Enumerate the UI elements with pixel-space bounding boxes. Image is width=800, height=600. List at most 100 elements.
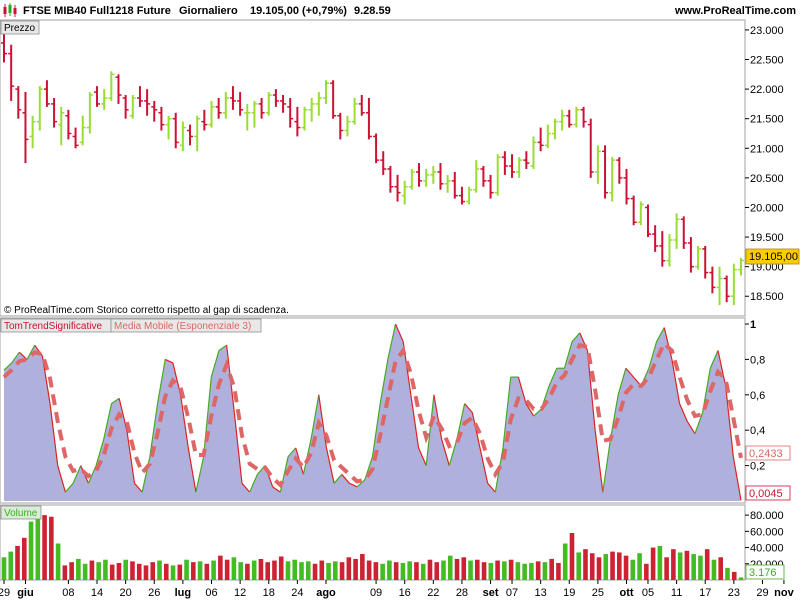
volume-bar (150, 562, 156, 580)
volume-bar (204, 563, 210, 580)
price-bar (122, 95, 129, 119)
price-bar (544, 124, 551, 149)
indicator-moving-average (2, 340, 743, 489)
indicator-segment (679, 403, 688, 422)
volume-bar (319, 560, 325, 580)
price-bars (1, 32, 744, 306)
price-bar (244, 103, 251, 131)
price-axis-label: 20.500 (750, 173, 784, 185)
volume-bar (8, 551, 14, 580)
price-bar (51, 97, 58, 128)
price-bar (702, 245, 709, 279)
price-panel[interactable] (0, 19, 746, 317)
indicator-segment (164, 358, 174, 364)
volume-bar (96, 562, 101, 580)
price-bar (43, 80, 50, 107)
indicator-segment (617, 368, 627, 395)
date-axis-label: lug (175, 587, 192, 599)
volume-bar (177, 564, 183, 580)
price-bar (551, 118, 558, 140)
last-ma-value: 0,2433 (749, 448, 783, 460)
volume-bar (89, 560, 95, 580)
price-bar (1, 32, 7, 63)
date-axis-label: 22 (427, 587, 439, 599)
volume-bar (197, 561, 203, 580)
price-bar (537, 127, 544, 152)
price-bar (387, 166, 394, 193)
indicator-segment (11, 351, 20, 364)
ma-label: Media Mobile (Esponenziale 3) (114, 321, 251, 332)
price-axis-label: 21.000 (750, 143, 784, 155)
indicator-segment (548, 368, 558, 387)
indicator-area (4, 324, 741, 501)
indicator-segment (656, 327, 665, 342)
website-link[interactable]: www.ProRealTime.com (674, 5, 796, 17)
price-bar (473, 160, 480, 193)
date-axis-label: 07 (506, 587, 518, 599)
volume-bar (1, 557, 7, 580)
volume-bar (109, 564, 115, 580)
indicator-segment (433, 394, 443, 440)
volume-bar (49, 516, 54, 580)
volume-bar (116, 562, 122, 580)
price-bar (430, 166, 437, 184)
volume-bar (738, 577, 744, 580)
price-bar (108, 71, 115, 101)
volume-bar (664, 557, 669, 580)
copyright-note: © ProRealTime.com Storico corretto rispe… (4, 305, 289, 316)
indicator-segment (287, 447, 297, 458)
indicator-segment (533, 408, 542, 417)
last-price-marker: 19.105,00 (745, 248, 800, 265)
indicator-segment (187, 447, 197, 493)
indicator-segment (87, 465, 97, 484)
volume-bar (616, 552, 622, 580)
volume-bar (400, 562, 406, 580)
price-bar (229, 86, 236, 110)
indicator-axis: 1 0,8 0,6 0,4 0,2 (745, 319, 765, 473)
price-bar (523, 151, 530, 169)
indicator-segment (341, 474, 350, 484)
price-bar (630, 195, 637, 226)
date-axis-label: 26 (148, 587, 160, 599)
price-bar (194, 115, 201, 152)
bar-chart-icon (3, 3, 17, 17)
price-bar (723, 275, 730, 303)
price-bar (738, 257, 744, 276)
indicator-segment (26, 344, 36, 360)
price-bar (337, 112, 344, 140)
date-axis-label: 06 (205, 587, 217, 599)
date-axis-label: 08 (62, 587, 74, 599)
volume-bar (15, 545, 20, 580)
volume-bar (339, 562, 345, 580)
date-axis-label: 20 (120, 587, 132, 599)
volume-bar (69, 562, 74, 580)
volume-bars (1, 511, 744, 580)
last-volume-value: 3.176 (749, 567, 777, 579)
price-bar (509, 154, 516, 178)
date-axis-label: giu (17, 587, 34, 599)
volume-bar (143, 565, 149, 580)
volume-bar (420, 563, 426, 580)
volume-bar (258, 558, 264, 580)
volume-bar (55, 543, 61, 580)
price-bar (616, 157, 623, 184)
price-bar (301, 106, 308, 131)
volume-bar (644, 563, 649, 580)
volume-bar (502, 561, 507, 580)
volume-bar (163, 563, 169, 580)
price-bar (365, 97, 372, 140)
price-bar (144, 89, 151, 116)
price-bar (580, 106, 587, 128)
volume-bar (414, 562, 419, 580)
indicator-segment (179, 394, 189, 448)
price-bar (237, 92, 244, 116)
volume-bar (170, 565, 176, 580)
last-volume-marker: 3.176 (745, 564, 785, 580)
last-indicator-marker: 0,0045 (745, 485, 791, 501)
price-bar (401, 180, 408, 205)
volume-bar (576, 552, 582, 580)
volume-bar (488, 562, 494, 580)
indicator-segment (95, 438, 105, 466)
volume-bar (130, 561, 135, 580)
